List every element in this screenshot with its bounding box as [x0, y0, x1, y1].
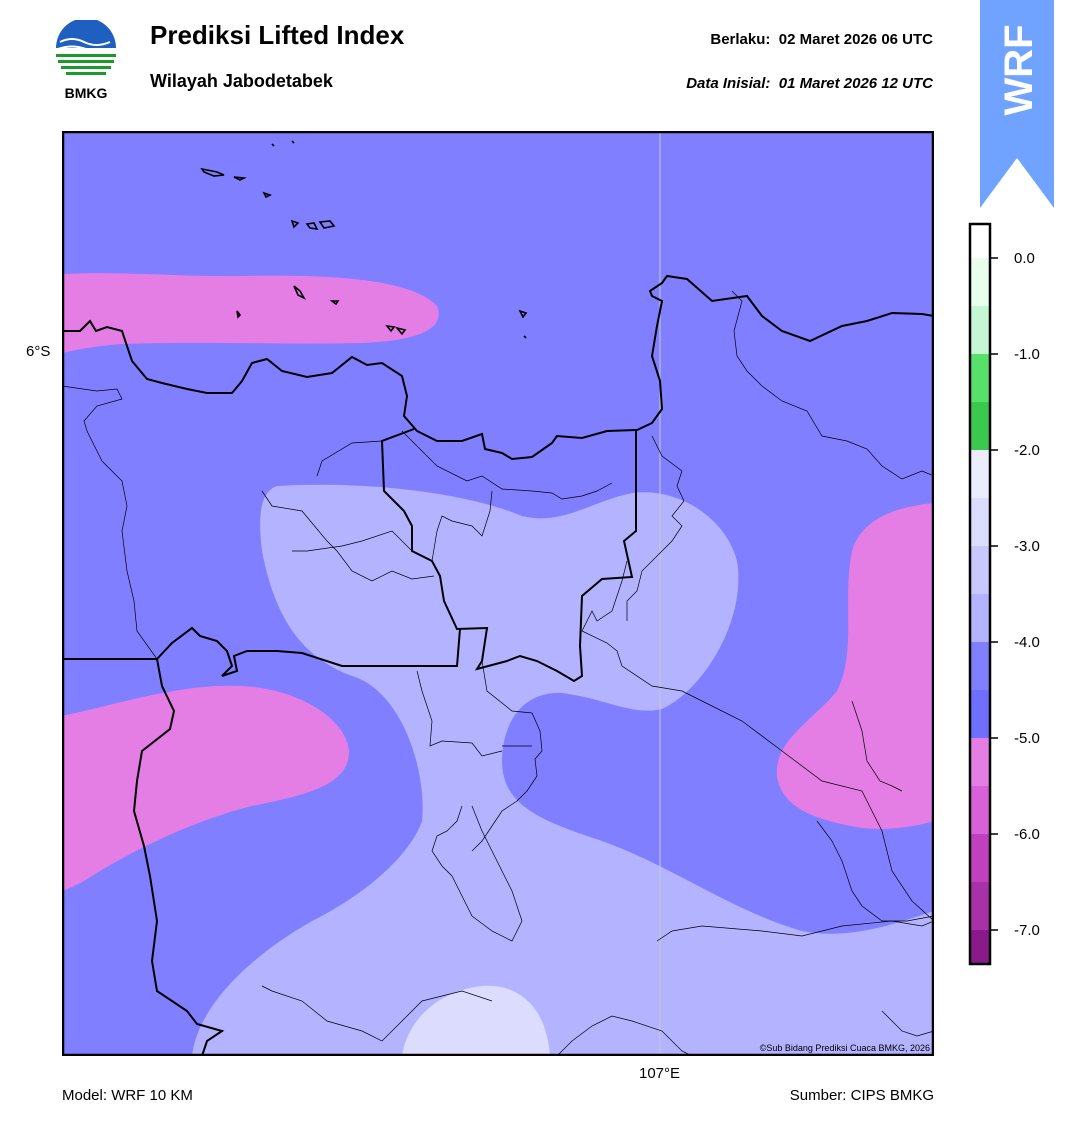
- province-border-banten: [132, 658, 225, 1056]
- contour-fill-pink-north: [62, 273, 439, 353]
- colorbar-segment: [971, 594, 989, 642]
- lifted-index-map: ©Sub Bidang Prediksi Cuaca BMKG, 2026: [61, 130, 935, 1057]
- model-info: Model: WRF 10 KM: [62, 1087, 193, 1104]
- colorbar-tick-label: -1.0: [1014, 346, 1040, 363]
- colorbar-segment: [971, 690, 989, 738]
- colorbar-segment: [971, 498, 989, 546]
- colorbar-tick-label: -7.0: [1014, 922, 1040, 939]
- wrf-badge: WRF: [980, 0, 1054, 208]
- colorbar-segment: [971, 786, 989, 834]
- longitude-label: 107°E: [639, 1065, 681, 1082]
- init-label: Data Inisial:: [686, 75, 771, 92]
- contour-fill-3-2: [402, 985, 550, 1056]
- province-border-west: [62, 626, 461, 677]
- colorbar-segment: [971, 402, 989, 450]
- init-time-line: Data Inisial: 01 Maret 2026 12 UTC: [686, 75, 933, 92]
- contour-fill-4-3: [192, 484, 934, 1056]
- contour-fill-pink-west: [62, 685, 350, 891]
- valid-time-line: Berlaku: 02 Maret 2026 06 UTC: [710, 31, 933, 48]
- colorbar-segment: [971, 930, 989, 963]
- valid-time: 02 Maret 2026 06 UTC: [778, 31, 933, 48]
- colorbar-segment: [971, 354, 989, 402]
- colorbar-tick-label: -5.0: [1014, 730, 1040, 747]
- coastline: [62, 274, 934, 461]
- wrf-badge-text: WRF: [997, 24, 1041, 115]
- colorbar-segment: [971, 834, 989, 882]
- colorbar-tick-label: 0.0: [1014, 250, 1035, 267]
- colorbar-tick-label: -2.0: [1014, 442, 1040, 459]
- colorbar-segment: [971, 258, 989, 306]
- region-subtitle: Wilayah Jabodetabek: [150, 71, 333, 91]
- colorbar-segment: [971, 450, 989, 498]
- regency-borders: [62, 290, 934, 1056]
- province-border: [380, 428, 637, 683]
- contour-fill-pink-east: [776, 503, 934, 829]
- copyright-text: ©Sub Bidang Prediksi Cuaca BMKG, 2026: [760, 1043, 930, 1053]
- colorbar-segment: [971, 546, 989, 594]
- bmkg-logo: BMKG: [52, 18, 120, 102]
- map-border: [61, 130, 935, 1057]
- colorbar-cap: [971, 225, 989, 258]
- colorbar-tick-label: -4.0: [1014, 634, 1040, 651]
- map-panel: ©Sub Bidang Prediksi Cuaca BMKG, 2026: [61, 130, 935, 1057]
- colorbar-graphic: 0.0 -1.0 -2.0 -3.0 -4.0 -5.0 -6.0 -7.0: [968, 222, 1040, 966]
- colorbar-segment: [971, 306, 989, 354]
- colorbar-segment: [971, 738, 989, 786]
- bmkg-logo-icon: BMKG: [56, 18, 116, 101]
- valid-label: Berlaku:: [710, 31, 771, 48]
- colorbar-tick-label: -3.0: [1014, 538, 1040, 555]
- latitude-label: 6°S: [26, 343, 51, 360]
- logo-text: BMKG: [65, 85, 108, 101]
- colorbar-frame: [968, 222, 992, 966]
- colorbar-tick-label: -6.0: [1014, 826, 1040, 843]
- init-time: 01 Maret 2026 12 UTC: [778, 75, 933, 92]
- colorbar-segment: [971, 882, 989, 930]
- colorbar-segment: [971, 642, 989, 690]
- source-info: Sumber: CIPS BMKG: [789, 1087, 934, 1104]
- thousand-islands: [200, 140, 528, 339]
- page-title: Prediksi Lifted Index: [150, 20, 405, 50]
- colorbar: 0.0 -1.0 -2.0 -3.0 -4.0 -5.0 -6.0 -7.0: [968, 222, 1058, 968]
